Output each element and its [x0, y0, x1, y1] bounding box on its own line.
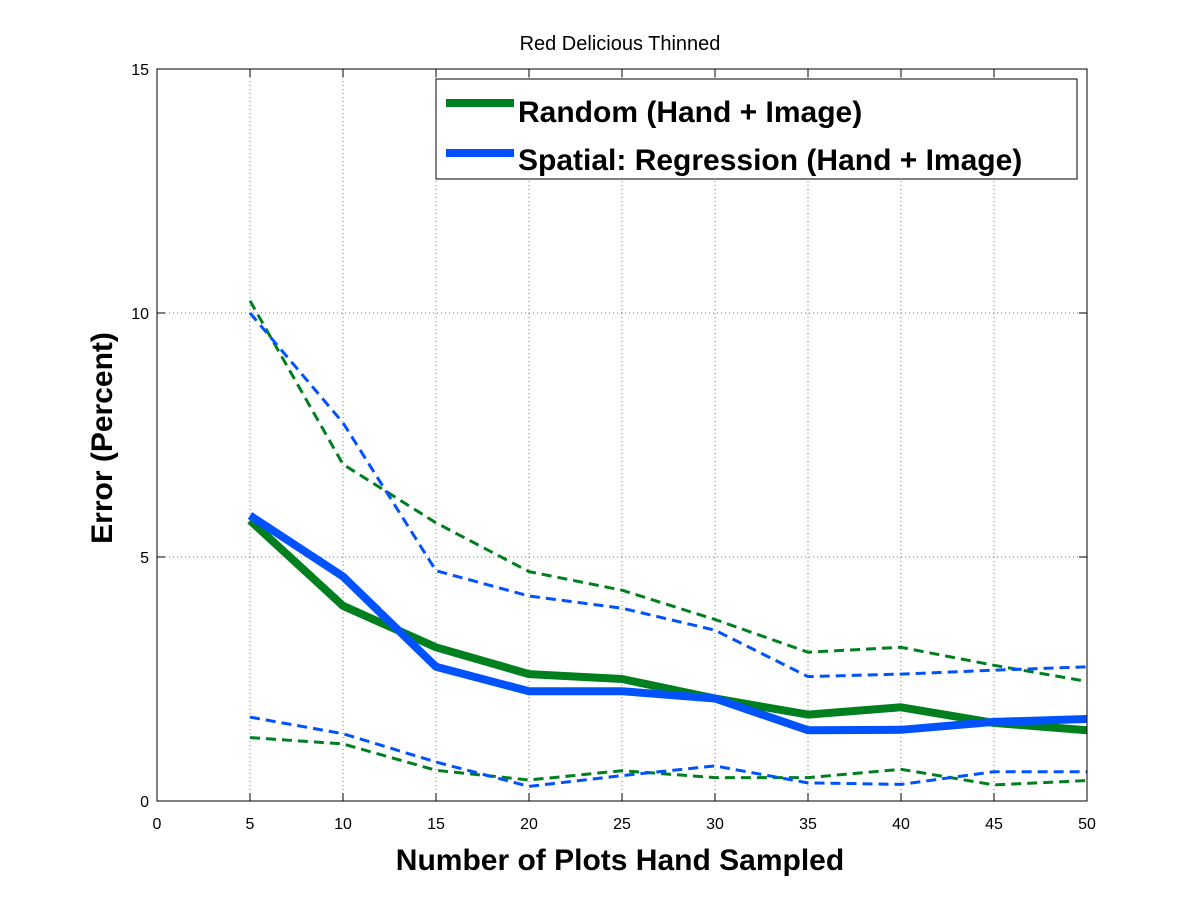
x-tick-label: 50	[1078, 816, 1096, 833]
x-tick-label: 40	[892, 816, 910, 833]
x-tick-label: 35	[799, 816, 817, 833]
y-tick-label: 5	[140, 550, 149, 567]
x-tick-label: 5	[246, 816, 255, 833]
x-tick-label: 10	[334, 816, 352, 833]
x-tick-label: 45	[985, 816, 1003, 833]
y-tick-label: 0	[140, 794, 149, 811]
x-tick-label: 15	[427, 816, 445, 833]
legend-label-random: Random (Hand + Image)	[518, 96, 862, 129]
x-tick-label: 30	[706, 816, 724, 833]
legend-box	[435, 78, 1078, 180]
y-axis-label: Error (Percent)	[86, 332, 119, 544]
legend: Random (Hand + Image) Spatial: Regressio…	[435, 78, 1078, 180]
series-line-1	[247, 512, 1088, 735]
y-tick-label: 10	[131, 306, 149, 323]
tick-layer: 0 5 10 15 20 25 30 35 40 45 50 0 5 10 15	[131, 62, 1096, 833]
legend-label-spatial: Spatial: Regression (Hand + Image)	[518, 144, 1022, 177]
series-dashed-line-2	[248, 300, 1088, 683]
y-tick-label: 15	[131, 62, 149, 79]
series-dashed-line-5	[249, 715, 1087, 788]
grid-layer	[157, 69, 1087, 801]
series-dashed-line-3	[249, 736, 1088, 787]
series-dashed-line-4	[248, 312, 1088, 679]
chart-title: Red Delicious Thinned	[520, 33, 721, 55]
x-tick-label: 0	[153, 816, 162, 833]
x-tick-label: 25	[613, 816, 631, 833]
x-axis-label: Number of Plots Hand Sampled	[396, 844, 844, 877]
x-tick-label: 20	[520, 816, 538, 833]
series-layer	[247, 300, 1088, 788]
